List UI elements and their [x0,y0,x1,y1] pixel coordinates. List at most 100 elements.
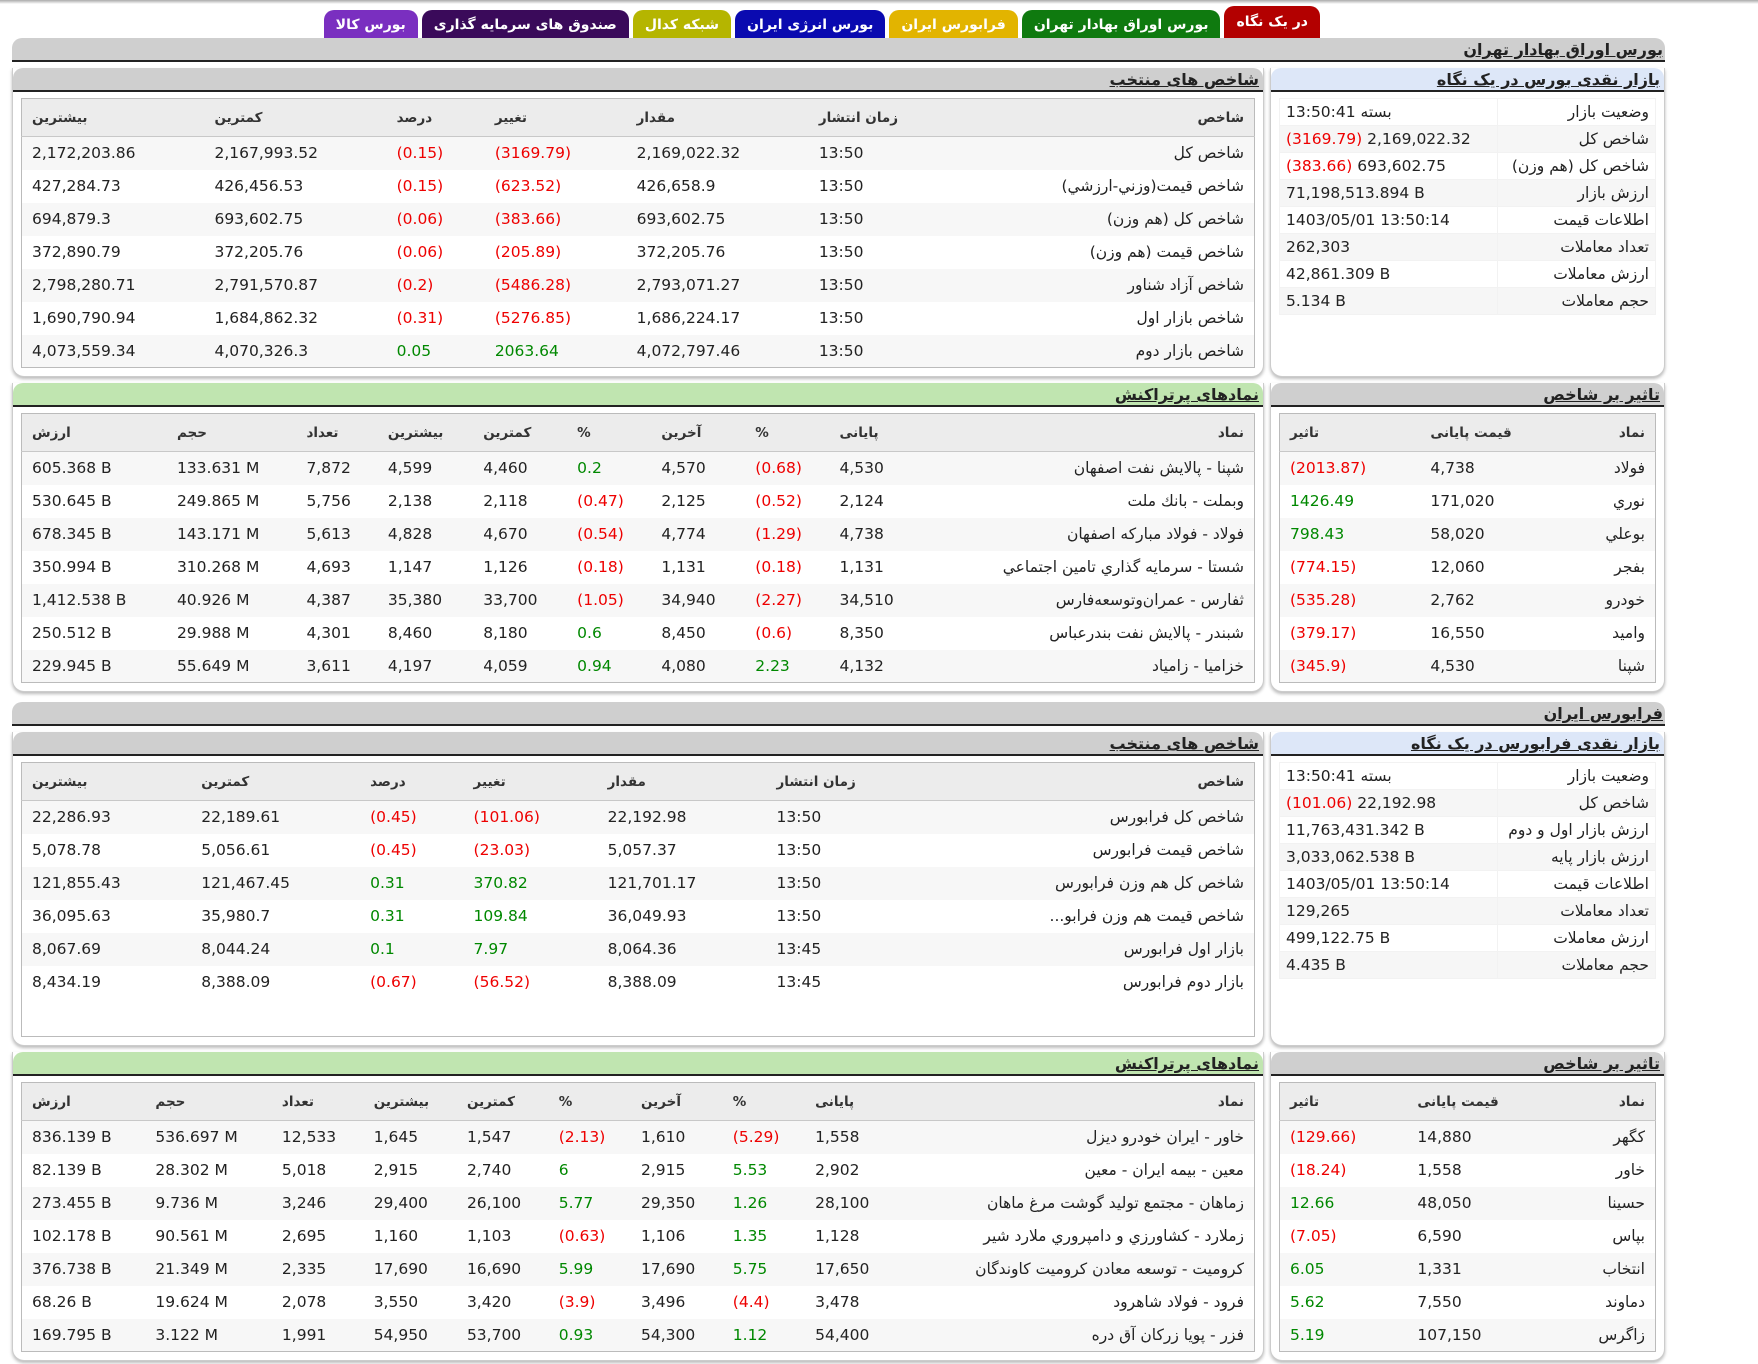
table-row[interactable]: شاخص قیمت (هم وزن) 13:50 372,205.76 (205.89… [22,236,1255,269]
symbol-cell[interactable]: بفجر [1614,558,1645,576]
column-header[interactable]: بیشترین [21,762,192,801]
column-header[interactable]: تغییر [463,762,598,801]
table-row[interactable]: بپاس 6,590 (7.05) [1280,1220,1656,1253]
symbol-cell[interactable]: زملارد - كشاورزي و دامپروري ملارد شير [983,1227,1244,1245]
symbol-cell[interactable]: شاخص قیمت (هم وزن) [1089,243,1244,261]
table-row[interactable]: معين - بیمه ایران - معین 2,902 5.53 2,915 6 2… [22,1154,1255,1187]
tab-4[interactable]: شبکه کدال [632,10,731,38]
column-header[interactable]: پایانی [805,1082,897,1121]
table-row[interactable]: شاخص کل هم وزن فرابورس 13:50 121,701.17 370… [21,866,1255,900]
table-row[interactable]: فولاد - فولاد مباركه اصفهان 4,738 (1.29) 4,… [21,517,1255,551]
table-row[interactable]: ثفارس - عمران‌وتوسعه‌فارس 34,510 (2.27) 34,… [21,583,1255,617]
column-header[interactable]: % [548,1082,632,1121]
symbol-cell[interactable]: انتخاب [1556,1252,1656,1286]
symbol-cell[interactable]: فولاد - فولاد مباركه اصفهان [923,517,1255,551]
column-header[interactable]: بیشترین [21,98,205,137]
table-row[interactable]: شاخص آزاد شناور 13:50 2,793,071.27 (5486.28… [21,268,1255,302]
column-header[interactable]: تعداد [271,1082,364,1121]
column-header[interactable]: نماد [1556,1082,1656,1121]
table-row[interactable]: كگهر 14,880 (129.66) [1279,1120,1656,1154]
table-row[interactable]: شاخص قیمت هم وزن فرابو... 13:50 36,049.93 1… [22,900,1255,933]
table-row[interactable]: زملارد - كشاورزي و دامپروري ملارد شير 1,1… [22,1220,1255,1253]
table-row[interactable]: فولاد 4,738 (2013.87) [1279,451,1656,485]
symbol-cell[interactable]: شاخص کل فرابورس [920,800,1255,834]
table-row[interactable]: خاور 1,558 (18.24) [1280,1154,1656,1187]
table-row[interactable]: شستا - سرمايه گذاري تامين اجتماعي 1,131 (0… [22,551,1255,584]
table-row[interactable]: خزامیا - زامیاد 4,132 2.23 4,080 0.94 4,059 4,… [21,649,1255,683]
symbol-cell[interactable]: وبملت - بانك ملت [1127,492,1244,510]
column-header[interactable]: نماد [1567,413,1656,452]
symbol-cell[interactable]: فرود - فولاد شاهرود [1113,1293,1244,1311]
symbol-cell[interactable]: بوعلي [1567,517,1656,551]
symbol-cell[interactable]: شاخص قیمت(وزني-ارزشي) [1061,177,1244,195]
column-header[interactable]: زمان انتشار [808,98,956,137]
symbol-cell[interactable]: زماهان - مجتمع توليد گوشت مرغ ماهان [896,1186,1255,1220]
symbol-cell[interactable]: بپاس [1612,1227,1645,1245]
column-header[interactable]: پایانی [829,413,924,452]
table-row[interactable]: حسينا 48,050 12.66 [1279,1186,1656,1220]
table-row[interactable]: بوعلي 58,020 798.43 [1279,517,1656,551]
column-header[interactable]: حجم [145,1082,272,1121]
symbol-cell[interactable]: خاور [1615,1161,1645,1179]
table-row[interactable]: كرومیت - توسعه معادن كروميت كاوندگان 17,6… [21,1252,1255,1286]
table-row[interactable]: دماوند 7,550 5.62 [1280,1286,1656,1319]
table-row[interactable]: بازار اول فرابورس 13:45 8,064.36 7.97 0.1 8,0… [21,932,1255,966]
table-row[interactable]: خودرو 2,762 (535.28) [1279,583,1656,617]
table-row[interactable]: شبندر - پالایش نفت بندرعباس 8,350 (0.6) 8,4… [22,617,1255,650]
column-header[interactable]: مقدار [597,762,767,801]
column-header[interactable]: آخرین [631,1082,723,1121]
column-header[interactable]: شاخص [955,98,1255,137]
column-header[interactable]: شاخص [920,762,1255,801]
column-header[interactable]: تاثیر [1279,413,1421,452]
column-header[interactable]: تعداد [296,413,378,452]
tab-5[interactable]: صندوق های سرمایه گذاری [421,10,629,38]
symbol-cell[interactable]: دماوند [1605,1293,1645,1311]
column-header[interactable]: % [722,1082,806,1121]
symbol-cell[interactable]: زاگرس [1556,1318,1656,1352]
table-row[interactable]: شاخص کل 13:50 2,169,022.32 (3169.79) (0.15) 2… [21,136,1255,170]
symbol-cell[interactable]: فزر - پویا زرکان آق دره [896,1318,1255,1352]
symbol-cell[interactable]: خودرو [1567,583,1656,617]
symbol-cell[interactable]: شاخص کل (هم وزن) [955,202,1255,236]
column-header[interactable]: بیشترین [377,413,474,452]
column-header[interactable]: درصد [360,762,464,801]
symbol-cell[interactable]: شاخص کل هم وزن فرابورس [920,866,1255,900]
symbol-cell[interactable]: معين - بیمه ایران - معین [1084,1161,1244,1179]
table-row[interactable]: وبملت - بانك ملت 2,124 (0.52) 2,125 (0.47) 2,… [22,485,1255,518]
tab-0[interactable]: در یک نگاه [1224,6,1320,38]
symbol-cell[interactable]: كگهر [1556,1120,1656,1154]
table-row[interactable]: بازار دوم فرابورس 13:45 8,388.09 (56.52) (0.… [22,966,1255,999]
table-row[interactable]: نوري 171,020 1426.49 [1280,485,1656,518]
symbol-cell[interactable]: بازار دوم فرابورس [1122,973,1244,991]
symbol-cell[interactable]: شبندر - پالایش نفت بندرعباس [1049,624,1244,642]
symbol-cell[interactable]: شاخص بازار اول [1136,309,1244,327]
tab-2[interactable]: فرابورس ایران [889,10,1018,38]
column-header[interactable]: کمترین [204,98,387,137]
column-header[interactable]: کمترین [456,1082,549,1121]
symbol-cell[interactable]: شپنا [1567,649,1656,683]
column-header[interactable]: حجم [166,413,297,452]
symbol-cell[interactable]: شاخص بازار دوم [955,334,1255,368]
column-header[interactable]: کمترین [473,413,568,452]
table-row[interactable]: فرود - فولاد شاهرود 3,478 (4.4) 3,496 (3.9) 3… [22,1286,1255,1319]
column-header[interactable]: تغییر [484,98,627,137]
table-row[interactable]: انتخاب 1,331 6.05 [1279,1252,1656,1286]
column-header[interactable]: ارزش [21,1082,146,1121]
table-row[interactable]: شاخص قیمت(وزني-ارزشي) 13:50 426,658.9 (623.… [22,170,1255,203]
column-header[interactable]: کمترین [191,762,361,801]
column-header[interactable]: قیمت پایانی [1407,1082,1557,1121]
symbol-cell[interactable]: شاخص آزاد شناور [955,268,1255,302]
column-header[interactable]: % [745,413,830,452]
column-header[interactable]: آخرین [651,413,746,452]
column-header[interactable]: زمان انتشار [766,762,921,801]
symbol-cell[interactable]: واميد [1612,624,1645,642]
table-row[interactable]: بفجر 12,060 (774.15) [1280,551,1656,584]
tab-6[interactable]: بورس کالا [323,10,418,38]
symbol-cell[interactable]: شاخص کل [955,136,1255,170]
symbol-cell[interactable]: بازار اول فرابورس [920,932,1255,966]
table-row[interactable]: شاخص بازار اول 13:50 1,686,224.17 (5276.85)… [22,302,1255,335]
column-header[interactable]: نماد [896,1082,1255,1121]
symbol-cell[interactable]: شپنا - پالایش نفت اصفهان [923,451,1255,485]
column-header[interactable]: تاثیر [1279,1082,1408,1121]
table-row[interactable]: شپنا 4,530 (345.9) [1279,649,1656,683]
